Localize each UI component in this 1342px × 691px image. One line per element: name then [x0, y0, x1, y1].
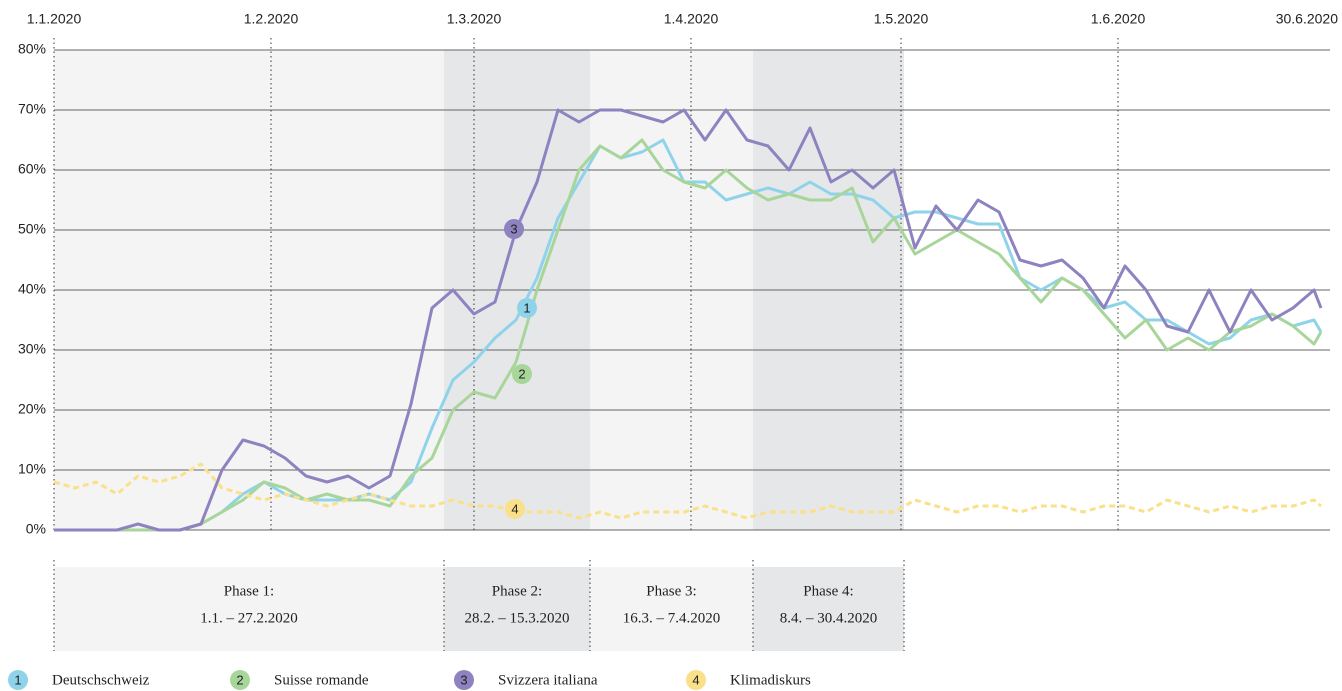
legend-marker — [8, 670, 28, 690]
y-tick-label: 30% — [18, 341, 46, 357]
legend-marker-label: 2 — [236, 672, 243, 687]
phase-range: 8.4. – 30.4.2020 — [780, 610, 878, 626]
y-tick-label: 0% — [26, 521, 46, 537]
phase-name: Phase 3: — [646, 583, 696, 599]
x-tick-label: 1.1.2020 — [27, 11, 82, 27]
series-line — [54, 108, 1323, 532]
legend-label: Klimadiskurs — [730, 672, 811, 688]
phase-box — [753, 567, 904, 651]
y-tick-label: 20% — [18, 401, 46, 417]
phase-range: 16.3. – 7.4.2020 — [623, 610, 721, 626]
phase-range: 28.2. – 15.3.2020 — [465, 610, 570, 626]
y-tick-label: 60% — [18, 161, 46, 177]
series-marker — [517, 298, 537, 318]
series-marker-label: 2 — [518, 366, 525, 381]
phase-name: Phase 2: — [492, 583, 542, 599]
y-tick-label: 80% — [18, 41, 46, 57]
legend-marker-label: 1 — [14, 672, 21, 687]
y-tick-label: 70% — [18, 101, 46, 117]
x-tick-label: 1.5.2020 — [874, 11, 929, 27]
series-marker-label: 1 — [523, 300, 530, 315]
legend-marker — [686, 670, 706, 690]
legend-marker — [230, 670, 250, 690]
series-marker — [512, 364, 532, 384]
phase-box — [54, 567, 444, 651]
legend-label: Svizzera italiana — [498, 672, 598, 688]
legend-marker-label: 3 — [460, 672, 467, 687]
y-tick-label: 40% — [18, 281, 46, 297]
x-tick-label: 1.2.2020 — [244, 11, 299, 27]
phase-box — [444, 567, 590, 651]
y-tick-label: 10% — [18, 461, 46, 477]
legend-marker — [454, 670, 474, 690]
x-tick-label: 1.3.2020 — [447, 11, 502, 27]
phase-range: 1.1. – 27.2.2020 — [200, 610, 298, 626]
series-line — [53, 462, 1322, 520]
series-marker — [504, 219, 524, 239]
legend-label: Deutschschweiz — [52, 672, 150, 688]
y-tick-label: 50% — [18, 221, 46, 237]
series-marker-label: 3 — [510, 221, 517, 236]
series-marker-label: 4 — [511, 501, 518, 516]
x-tick-label: 1.4.2020 — [664, 11, 719, 27]
phase-box — [590, 567, 753, 651]
legend-label: Suisse romande — [274, 672, 369, 688]
series-line — [54, 138, 1323, 532]
series-marker — [505, 499, 525, 519]
legend-marker-label: 4 — [692, 672, 699, 687]
x-tick-label: 1.6.2020 — [1091, 11, 1146, 27]
phase-name: Phase 4: — [803, 583, 853, 599]
phase-name: Phase 1: — [224, 583, 274, 599]
x-tick-label: 30.6.2020 — [1276, 11, 1338, 27]
